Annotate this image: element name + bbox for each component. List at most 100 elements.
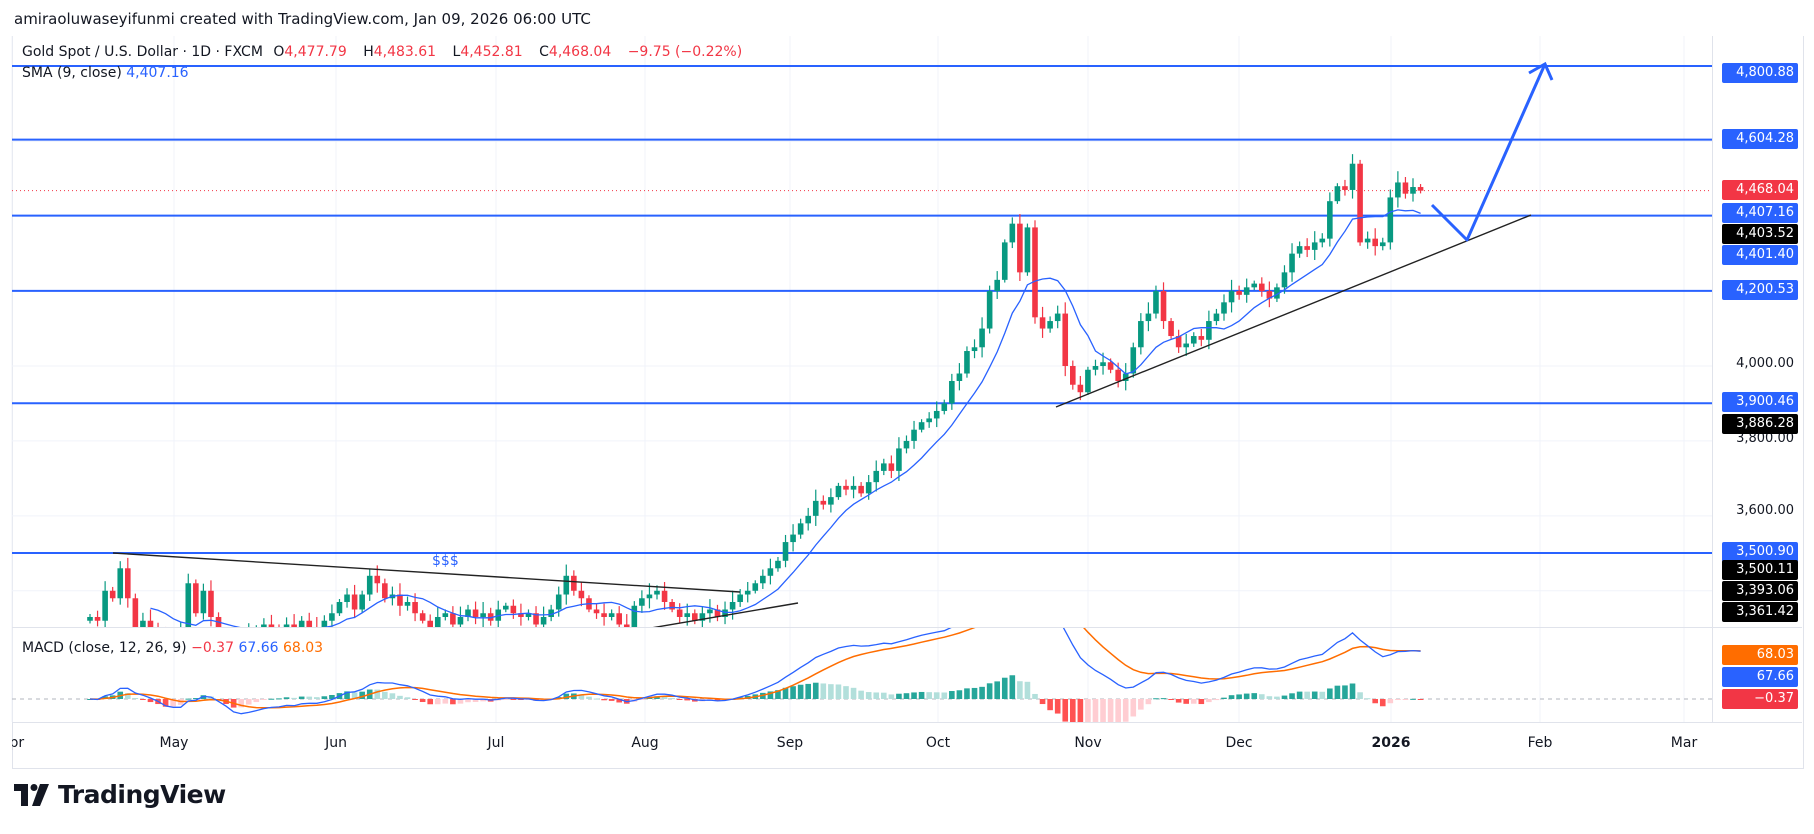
- candle: [185, 573, 192, 627]
- candle: [457, 606, 464, 627]
- candle: [1221, 294, 1227, 321]
- candle-body: [442, 613, 449, 617]
- candle-body: [1296, 246, 1303, 254]
- candle: [1168, 318, 1174, 339]
- descending-trendline[interactable]: [112, 552, 741, 593]
- candle: [1342, 179, 1348, 196]
- candle-body: [1160, 291, 1167, 322]
- candle: [316, 616, 318, 627]
- histogram-bar: [1334, 685, 1341, 699]
- candle-body: [1054, 313, 1061, 322]
- sma-legend[interactable]: SMA (9, close) 4,407.16: [22, 65, 189, 81]
- candle-body: [1221, 302, 1227, 314]
- forecast-arrow-path[interactable]: [1430, 63, 1547, 242]
- candle-body: [261, 624, 267, 627]
- candle: [782, 534, 789, 568]
- candle: [1160, 282, 1167, 329]
- macd-price-label: −0.37: [1722, 689, 1798, 709]
- histogram-bar: [1251, 693, 1258, 699]
- candle-body: [366, 575, 373, 595]
- candle-body: [1017, 223, 1023, 273]
- histogram-bar: [185, 698, 192, 700]
- histogram-bar: [676, 699, 683, 700]
- candle-body: [563, 575, 570, 595]
- histogram-bar: [1327, 688, 1333, 699]
- candle-body: [548, 609, 554, 617]
- histogram-bar: [578, 694, 585, 699]
- candle: [140, 612, 146, 627]
- candle-body: [480, 613, 486, 617]
- candle: [548, 604, 554, 622]
- small-ascending-trendline[interactable]: [651, 602, 799, 628]
- ascending-trendline[interactable]: [1055, 214, 1532, 408]
- candle-body: [1274, 287, 1280, 299]
- candle-body: [812, 500, 819, 516]
- candle: [1054, 305, 1061, 329]
- arrowhead-icon: [1528, 61, 1554, 81]
- histogram-bar: [911, 692, 917, 699]
- macd-legend[interactable]: MACD (close, 12, 26, 9) −0.37 67.66 68.0…: [22, 640, 323, 656]
- candle-body: [949, 380, 955, 404]
- candle: [1243, 278, 1250, 303]
- candle: [563, 564, 570, 605]
- candle: [1009, 217, 1016, 249]
- histogram-bar: [1039, 699, 1046, 705]
- candle: [1289, 243, 1295, 282]
- candle-body: [616, 613, 622, 625]
- candle-body: [1243, 287, 1250, 295]
- candle: [888, 455, 895, 479]
- histogram-bar: [593, 698, 600, 700]
- price-label: 4,403.52: [1722, 224, 1798, 244]
- histogram-bar: [283, 697, 290, 699]
- candle-body: [1130, 347, 1137, 374]
- logo-text: TradingView: [58, 780, 226, 809]
- liquidity-annotation[interactable]: $$$: [432, 553, 459, 569]
- symbol-name[interactable]: Gold Spot / U.S. Dollar · 1D · FXCM: [22, 44, 263, 60]
- candle-body: [714, 609, 721, 617]
- candle: [109, 586, 116, 602]
- histogram-bar: [1357, 692, 1363, 699]
- candle-body: [1349, 163, 1356, 190]
- open-value: 4,477.79: [284, 44, 347, 60]
- histogram-bar: [427, 699, 433, 705]
- histogram-bar: [1115, 699, 1121, 722]
- histogram-bar: [1085, 699, 1091, 722]
- candle: [1236, 285, 1242, 300]
- histogram-bar: [291, 697, 297, 699]
- candle: [571, 570, 577, 596]
- candle: [344, 588, 350, 608]
- candle-body: [1342, 186, 1348, 190]
- histogram-bar: [359, 691, 365, 699]
- drawings[interactable]: [112, 61, 1554, 628]
- tradingview-logo[interactable]: TradingView: [14, 780, 226, 809]
- candle: [1153, 285, 1159, 319]
- histogram-bar: [389, 693, 396, 699]
- candle-body: [858, 485, 864, 494]
- candle-body: [1153, 291, 1159, 314]
- candle-body: [254, 628, 260, 632]
- candle: [843, 479, 849, 496]
- candle: [351, 584, 358, 619]
- candle: [1017, 214, 1023, 281]
- histogram-bar: [510, 699, 517, 700]
- histogram-bar: [1017, 681, 1023, 699]
- histogram-bar: [1206, 699, 1212, 703]
- candle-body: [1364, 238, 1371, 243]
- candle-body: [87, 616, 93, 621]
- candle: [1259, 277, 1265, 297]
- histogram-bar: [1100, 699, 1106, 722]
- histogram-bar: [888, 694, 895, 699]
- candle: [1266, 281, 1273, 308]
- candle-body: [722, 609, 728, 617]
- candle: [321, 615, 328, 627]
- macd-signal-line: [89, 628, 1421, 709]
- histogram-bar: [881, 692, 887, 699]
- candle-body: [1062, 313, 1069, 367]
- candle-body: [873, 470, 880, 483]
- candle: [254, 625, 260, 632]
- macd-histogram: [87, 675, 1424, 722]
- candle: [283, 617, 290, 627]
- histogram-bar: [775, 690, 781, 699]
- candle-body: [1077, 384, 1084, 393]
